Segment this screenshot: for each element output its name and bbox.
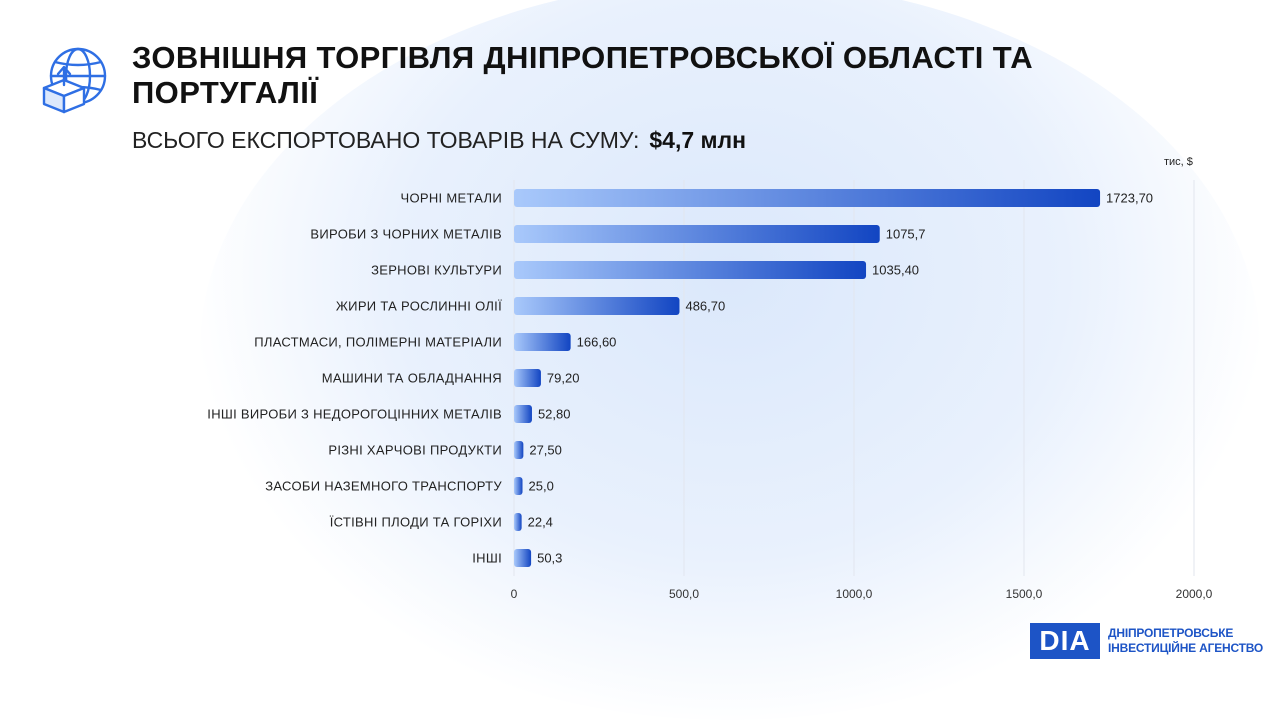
- category-label: ЧОРНІ МЕТАЛИ: [401, 191, 503, 206]
- category-label: ІНШІ: [472, 551, 502, 566]
- x-tick-label: 1000,0: [836, 587, 873, 601]
- value-label: 1723,70: [1106, 191, 1153, 206]
- category-label: ЗЕРНОВІ КУЛЬТУРИ: [371, 263, 502, 278]
- value-label: 52,80: [538, 407, 571, 422]
- bar: [514, 225, 880, 243]
- bar: [514, 261, 867, 279]
- category-label: ЗАСОБИ НАЗЕМНОГО ТРАНСПОРТУ: [265, 479, 502, 494]
- x-tick-label: 500,0: [669, 587, 699, 601]
- value-label: 1075,7: [886, 227, 926, 242]
- bar: [514, 477, 523, 495]
- bar: [514, 513, 522, 531]
- export-summary-label: ВСЬОГО ЕКСПОРТОВАНО ТОВАРІВ НА СУМУ:: [132, 127, 640, 153]
- bar: [514, 441, 524, 459]
- category-label: ПЛАСТМАСИ, ПОЛІМЕРНІ МАТЕРІАЛИ: [254, 335, 502, 350]
- category-label: ВИРОБИ З ЧОРНИХ МЕТАЛІВ: [310, 227, 502, 242]
- value-label: 27,50: [529, 443, 562, 458]
- export-summary: ВСЬОГО ЕКСПОРТОВАНО ТОВАРІВ НА СУМУ: $4,7…: [132, 127, 746, 154]
- export-total-value: $4,7 млн: [649, 127, 747, 153]
- dia-brand-line-1: ДНІПРОПЕТРОВСЬКЕ: [1108, 626, 1234, 640]
- bar: [514, 189, 1101, 207]
- bars: [514, 189, 1101, 567]
- category-label: ЇСТІВНІ ПЛОДИ ТА ГОРІХИ: [330, 515, 502, 530]
- x-tick-label: 2000,0: [1176, 587, 1213, 601]
- bar: [514, 333, 571, 351]
- value-label: 25,0: [529, 479, 554, 494]
- bar: [514, 549, 532, 567]
- x-tick-label: 0: [511, 587, 518, 601]
- unit-label: тис, $: [1164, 156, 1193, 168]
- background-glow: [200, 0, 1260, 720]
- bar: [514, 405, 532, 423]
- labels: 0 500,0 1000,0 1500,0 2000,0 ЧОРНІ МЕТАЛИ 1723…: [207, 191, 1212, 602]
- value-label: 50,3: [537, 551, 562, 566]
- value-label: 486,70: [685, 299, 725, 314]
- dia-brand: DIA ДНІПРОПЕТРОВСЬКЕ ІНВЕСТИЦІЙНЕ АГЕНСТ…: [1030, 622, 1263, 660]
- globe-export-icon: [42, 47, 107, 114]
- value-label: 79,20: [547, 371, 580, 386]
- value-label: 166,60: [577, 335, 617, 350]
- dia-logo: DIA: [1030, 623, 1100, 659]
- x-tick-label: 1500,0: [1006, 587, 1043, 601]
- category-label: ЖИРИ ТА РОСЛИННІ ОЛІЇ: [336, 299, 502, 314]
- category-label: РІЗНІ ХАРЧОВІ ПРОДУКТИ: [328, 443, 502, 458]
- dia-brand-text: ДНІПРОПЕТРОВСЬКЕ ІНВЕСТИЦІЙНЕ АГЕНСТВО: [1108, 626, 1263, 656]
- bar: [514, 297, 680, 315]
- value-label: 1035,40: [872, 263, 919, 278]
- category-label: ІНШІ ВИРОБИ З НЕДОРОГОЦІННИХ МЕТАЛІВ: [207, 407, 502, 422]
- dia-brand-line-2: ІНВЕСТИЦІЙНЕ АГЕНСТВО: [1108, 641, 1264, 655]
- bar: [514, 369, 541, 387]
- page-title: ЗОВНІШНЯ ТОРГІВЛЯ ДНІПРОПЕТРОВСЬКОЇ ОБЛА…: [132, 40, 1033, 110]
- value-label: 22,4: [528, 515, 553, 530]
- category-label: МАШИНИ ТА ОБЛАДНАННЯ: [322, 371, 502, 386]
